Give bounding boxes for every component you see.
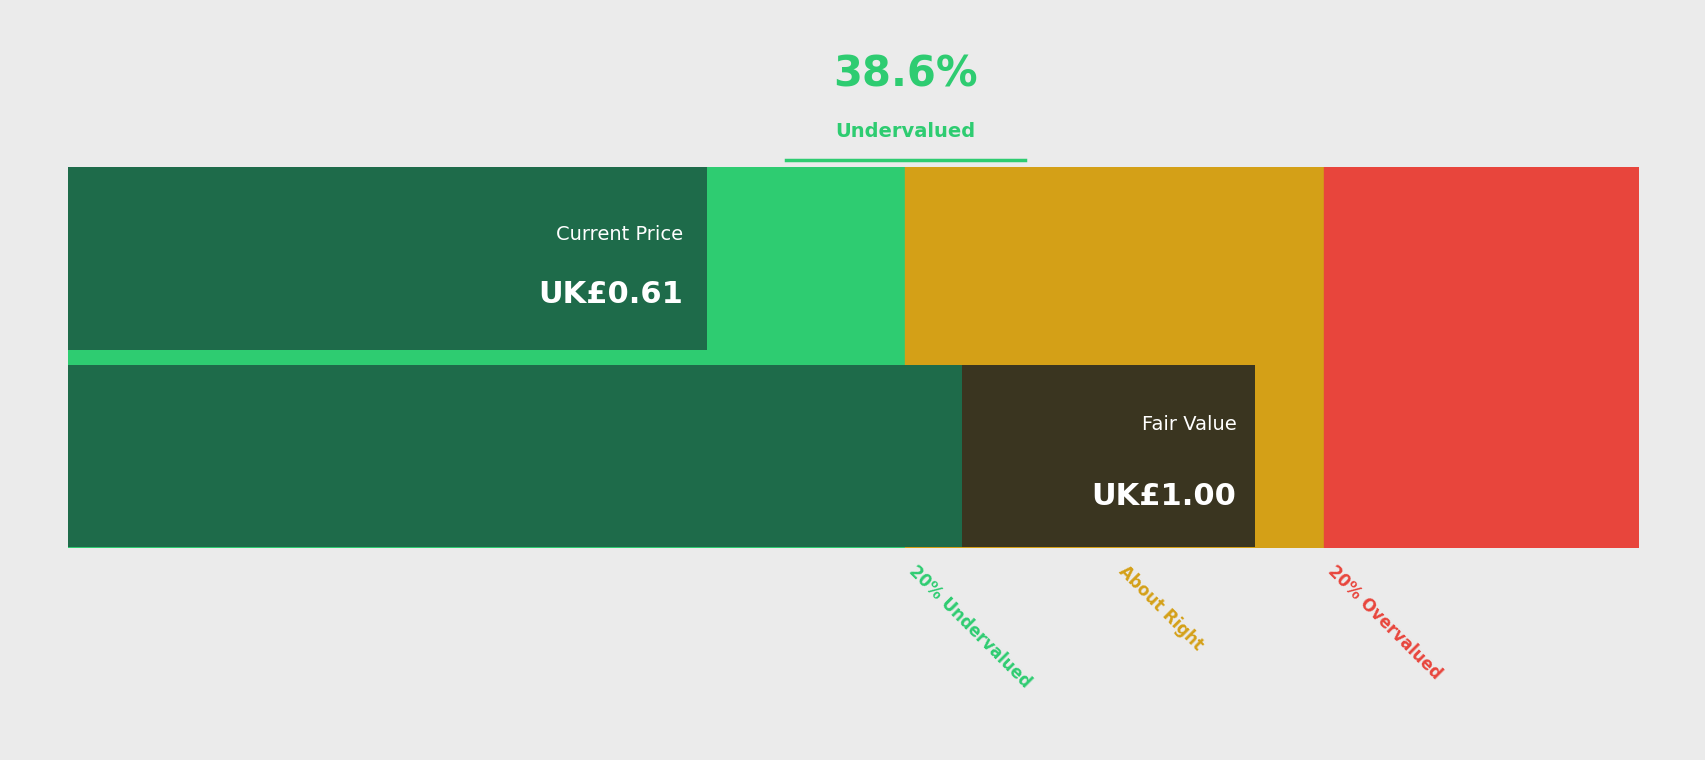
Text: Fair Value: Fair Value bbox=[1141, 416, 1236, 435]
Text: UK£1.00: UK£1.00 bbox=[1091, 482, 1236, 511]
Text: 38.6%: 38.6% bbox=[832, 53, 977, 95]
Bar bbox=[68, 365, 1113, 547]
Bar bbox=[962, 365, 1255, 547]
Text: Current Price: Current Price bbox=[556, 225, 684, 244]
Bar bbox=[68, 167, 706, 350]
Text: UK£0.61: UK£0.61 bbox=[539, 280, 684, 309]
Text: Undervalued: Undervalued bbox=[835, 122, 975, 141]
Text: 20% Undervalued: 20% Undervalued bbox=[905, 562, 1033, 692]
Text: 20% Overvalued: 20% Overvalued bbox=[1323, 562, 1444, 683]
Text: About Right: About Right bbox=[1113, 562, 1205, 654]
